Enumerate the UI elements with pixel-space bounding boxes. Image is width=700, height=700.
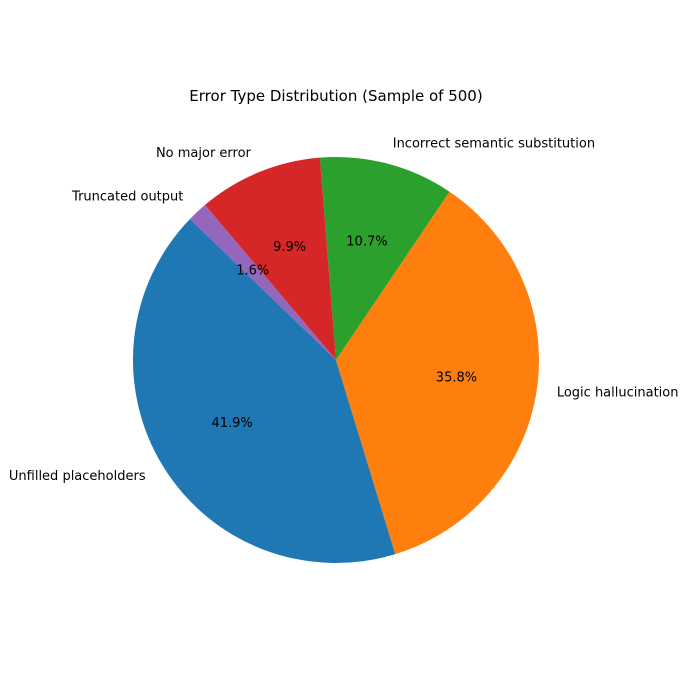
slice-label-incorrect-semantic-substitution: Incorrect semantic substitution (393, 137, 595, 152)
pct-label-truncated-output: 1.6% (236, 264, 269, 279)
chart-title: Error Type Distribution (Sample of 500) (189, 87, 482, 105)
slice-label-truncated-output: Truncated output (71, 190, 183, 205)
pie-slices (132, 156, 539, 564)
pct-label-logic-hallucination: 35.8% (436, 371, 477, 386)
slice-label-logic-hallucination: Logic hallucination (557, 386, 679, 401)
pie-labels: Unfilled placeholders 41.9% Logic hallucin… (9, 137, 679, 485)
pie-slice-no-major-error (204, 157, 336, 360)
pct-label-no-major-error: 9.9% (273, 240, 306, 255)
pie-slice-unfilled-placeholders (132, 218, 396, 564)
pie-slice-incorrect-semantic-substitution (319, 156, 450, 360)
slice-label-no-major-error: No major error (156, 146, 252, 161)
pct-label-unfilled-placeholders: 41.9% (211, 416, 252, 431)
slice-label-unfilled-placeholders: Unfilled placeholders (9, 469, 146, 484)
pct-label-incorrect-semantic-substitution: 10.7% (346, 235, 387, 250)
pie-slice-truncated-output (189, 205, 336, 360)
pie-slice-logic-hallucination (336, 191, 539, 555)
